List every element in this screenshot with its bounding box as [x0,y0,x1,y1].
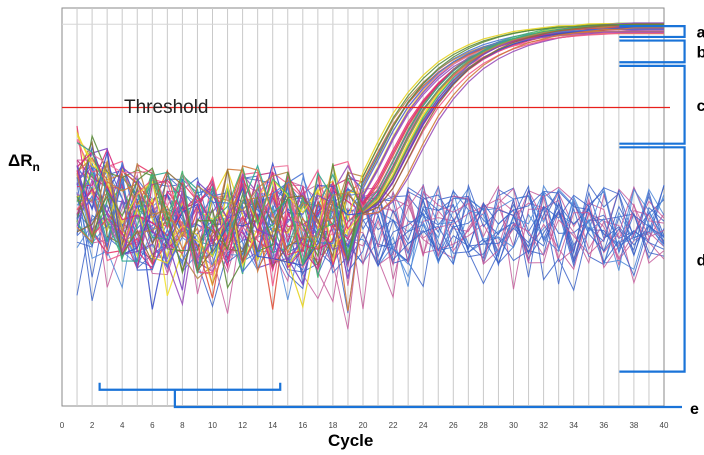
y-axis-label-main: ΔR [8,151,33,170]
x-tick-label: 38 [629,421,638,430]
bracket-line [619,146,686,373]
x-tick-label: 36 [599,421,608,430]
x-tick-labels: 0 2 4 6 8 10 12 14 16 18 20 22 24 26 28 30 32 34 36 38 40 [60,421,669,430]
x-tick-label: 10 [208,421,217,430]
x-tick-label: 22 [389,421,398,430]
x-axis-label: Cycle [328,431,373,450]
bracket-b: b [619,39,704,64]
data-series-amplified [76,27,664,312]
data-series-layer [76,22,665,330]
data-series-amplified [76,26,664,310]
data-series-amplified [76,24,664,275]
bracket-c: c [619,64,704,145]
x-tick-label: 24 [419,421,428,430]
data-series-amplified [76,24,664,274]
x-tick-label: 0 [60,421,65,430]
bracket-leader [173,389,682,409]
bracket-e: e [98,382,699,418]
x-tick-label: 20 [359,421,368,430]
x-tick-label: 26 [449,421,458,430]
x-tick-label: 16 [298,421,307,430]
x-tick-label: 2 [90,421,95,430]
bracket-line [619,39,686,64]
bracket-label-a: a [697,25,704,42]
y-axis-label-subscript: n [33,160,40,174]
x-tick-label: 12 [238,421,247,430]
bracket-annotations: ab c d e [98,25,704,418]
x-tick-label: 32 [539,421,548,430]
data-series-amplified [76,28,664,274]
x-tick-label: 34 [569,421,578,430]
bracket-d: d [619,146,704,373]
bracket-line [98,382,282,391]
data-series-amplified [76,23,664,273]
threshold-label: Threshold [124,97,209,118]
bracket-line [619,24,686,39]
bracket-label-d: d [697,252,704,269]
data-series-amplified [76,32,664,287]
bracket-label-e: e [690,401,699,418]
x-tick-label: 8 [180,421,185,430]
bracket-line [619,64,686,145]
bracket-label-c: c [697,98,704,115]
x-tick-label: 30 [509,421,518,430]
data-series-background [76,178,665,290]
x-tick-label: 4 [120,421,125,430]
x-tick-label: 18 [328,421,337,430]
data-series-background [76,178,665,271]
y-axis-label: ΔRn [8,151,40,174]
bracket-label-b: b [697,44,704,61]
bracket-a: a [619,25,704,42]
x-tick-label: 6 [150,421,155,430]
x-tick-label: 14 [268,421,277,430]
x-tick-label: 28 [479,421,488,430]
x-tick-label: 40 [660,421,669,430]
data-series-background [76,168,665,268]
